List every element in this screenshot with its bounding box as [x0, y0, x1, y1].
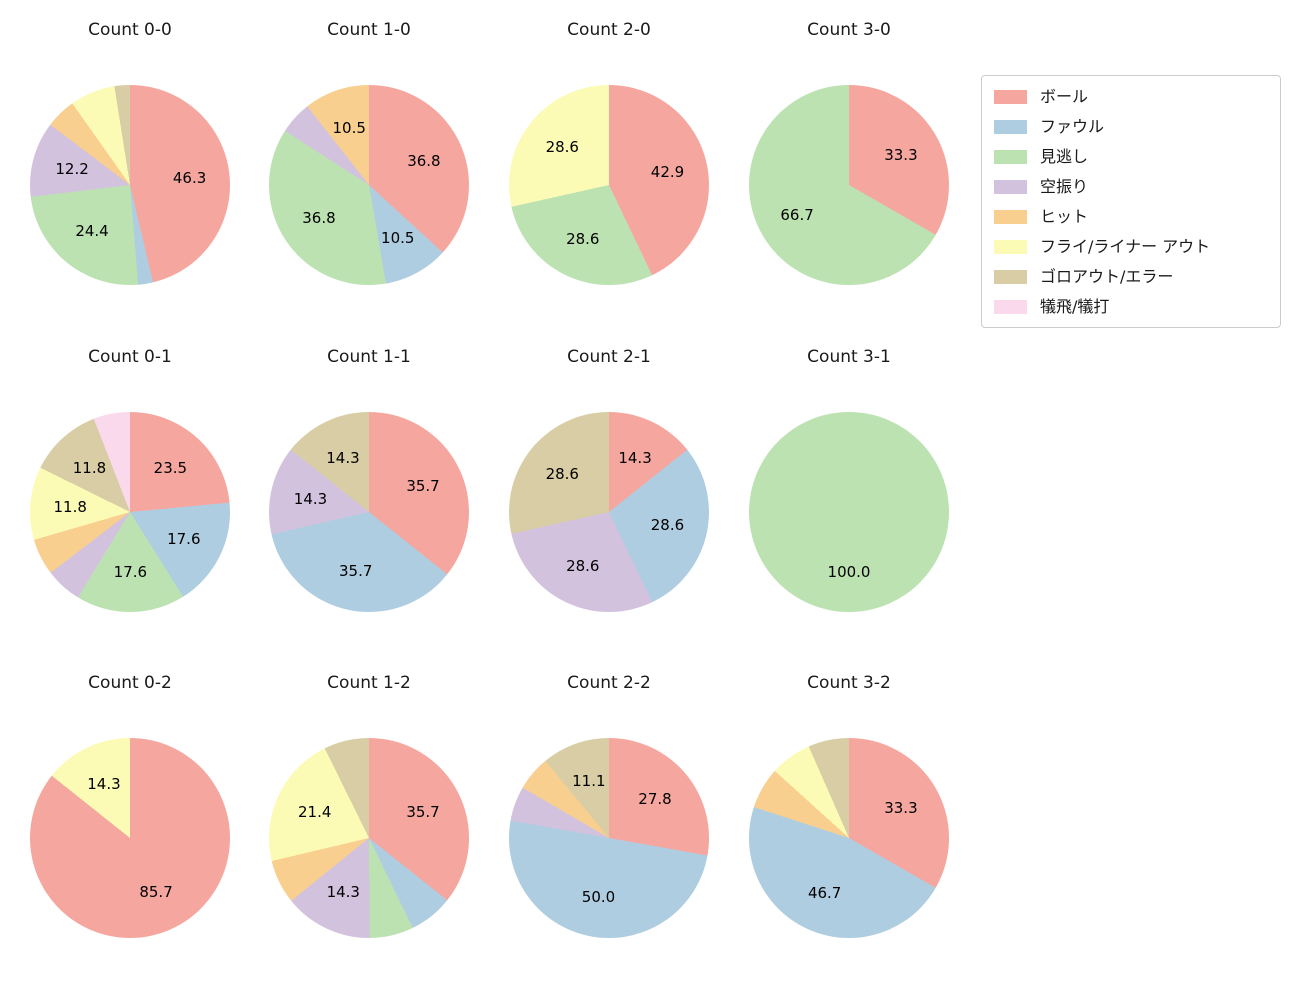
pie-slice-label: 17.6: [167, 529, 201, 548]
pie-slice-label: 28.6: [566, 556, 600, 575]
pie-title: Count 3-1: [807, 347, 891, 367]
legend-color-swatch: [994, 239, 1027, 254]
pie-slice-label: 14.3: [326, 448, 360, 467]
pie-slice-label: 10.5: [381, 228, 415, 247]
pie-slice-label: 28.6: [650, 516, 685, 535]
pie-slice-label: 28.6: [566, 229, 600, 248]
legend-item: 見逃し: [994, 147, 1268, 166]
legend-item: ゴロアウト/エラー: [994, 267, 1268, 286]
pie-slice-label: 33.3: [884, 798, 918, 817]
legend-label: ファウル: [1040, 117, 1105, 136]
legend-color-swatch: [994, 119, 1027, 134]
pie-title: Count 0-2: [88, 673, 172, 693]
pie-disc: 35.7 35.7 14.3 14.3: [269, 412, 469, 612]
pie-chart-count-3-0: Count 3-0 33.3 66.7: [749, 18, 949, 285]
pie-slice-label: 36.8: [302, 209, 336, 228]
pie-title: Count 2-0: [567, 20, 651, 40]
pie-disc: 100.0: [749, 412, 949, 612]
pie-slice-label: 12.2: [55, 160, 89, 179]
legend-label: 犠飛/犠打: [1040, 297, 1110, 316]
legend-item: ファウル: [994, 117, 1268, 136]
pie-slice-label: 28.6: [545, 138, 579, 157]
pie-title: Count 1-2: [327, 673, 411, 693]
legend-item: フライ/ライナー アウト: [994, 237, 1268, 256]
pie-disc: 33.3 66.7: [749, 85, 949, 285]
pie-title: Count 1-0: [327, 20, 411, 40]
pie-chart-count-1-2: Count 1-2 35.7 14.3 21.4: [269, 671, 469, 938]
pie-title: Count 3-0: [807, 20, 891, 40]
pie-slice-label: 85.7: [139, 883, 173, 902]
pie-slice-label: 42.9: [650, 162, 685, 181]
pie-title: Count 0-0: [88, 20, 172, 40]
pie-disc: 33.3 46.7: [749, 738, 949, 938]
legend: ボールファウル見逃し空振りヒットフライ/ライナー アウト ゴロアウト/エラー 犠飛/…: [981, 75, 1281, 328]
legend-label: ボール: [1040, 87, 1089, 106]
legend-label: 空振り: [1040, 177, 1089, 196]
legend-label: フライ/ライナー アウト: [1040, 237, 1211, 256]
pie-title: Count 3-2: [807, 673, 891, 693]
pie-slice-label: 36.8: [407, 151, 441, 170]
pie-slice-label: 35.7: [406, 802, 440, 821]
pie-disc: 35.7 14.3 21.4: [269, 738, 469, 938]
pie-slice-label: 14.3: [293, 489, 328, 508]
legend-item: 空振り: [994, 177, 1268, 196]
pie-disc: 14.3 28.6 28.6 28.6: [509, 412, 709, 612]
pie-slice-label: 10.5: [332, 119, 366, 138]
legend-item: 犠飛/犠打: [994, 297, 1268, 316]
pie-slice-label: 14.3: [87, 774, 121, 793]
pie-chart-count-0-0: Count 0-0 46.3 24.4 12.2: [30, 18, 230, 285]
pie-slice-label: 33.3: [884, 145, 918, 164]
legend-item: ヒット: [994, 207, 1268, 226]
pie-slice-label: 66.7: [780, 206, 814, 225]
pie-chart-count-0-1: Count 0-1 23.5 17.6 17.6 11.8 11.8: [30, 345, 230, 612]
legend-color-swatch: [994, 149, 1027, 164]
pie-slice-label: 21.4: [298, 803, 332, 822]
legend-color-swatch: [994, 179, 1027, 194]
pie-chart-count-2-1: Count 2-1 14.3 28.6 28.6 28.6: [509, 345, 709, 612]
pie-slice-label: 50.0: [581, 888, 616, 907]
pie-slice-label: 11.1: [572, 772, 606, 791]
pie-slice-label: 35.7: [339, 561, 373, 580]
legend-label: ヒット: [1040, 207, 1089, 226]
pie-slice-label: 27.8: [638, 790, 672, 809]
pie-slice-label: 46.7: [807, 883, 842, 902]
pie-chart-count-2-0: Count 2-0 42.9 28.6 28.6: [509, 18, 709, 285]
pie-slice-label: 35.7: [406, 476, 440, 495]
pie-disc: 23.5 17.6 17.6 11.8 11.8: [30, 412, 230, 612]
pie-chart-count-1-0: Count 1-0 36.8 10.5 36.8 10.5: [269, 18, 469, 285]
pie-slice-label: 11.8: [53, 497, 87, 516]
pie-slice-label: 17.6: [113, 562, 148, 581]
legend-label: ゴロアウト/エラー: [1040, 267, 1174, 286]
pie-chart-count-3-2: Count 3-2 33.3 46.7: [749, 671, 949, 938]
pie-title: Count 0-1: [88, 347, 172, 367]
pie-chart-count-3-1: Count 3-1 100.0: [749, 345, 949, 612]
pie-slice-label: 14.3: [326, 883, 360, 902]
legend-label: 見逃し: [1040, 147, 1089, 166]
pie-chart-count-1-1: Count 1-1 35.7 35.7 14.3 14.3: [269, 345, 469, 612]
pie-slice-label: 46.3: [172, 169, 207, 188]
pie-slice-label: 100.0: [827, 563, 871, 581]
legend-item: ボール: [994, 87, 1268, 106]
pie-title: Count 2-2: [567, 673, 651, 693]
pie-slice-label: 11.8: [72, 458, 107, 477]
legend-color-swatch: [994, 209, 1027, 224]
pie-title: Count 2-1: [567, 347, 651, 367]
pie-disc: 27.8 50.0 11.1: [509, 738, 709, 938]
legend-color-swatch: [994, 89, 1027, 104]
pie-slice-label: 28.6: [545, 465, 579, 484]
pie-disc: 46.3 24.4 12.2: [30, 85, 230, 285]
pie-disc: 36.8 10.5 36.8 10.5: [269, 85, 469, 285]
pie-chart-count-2-2: Count 2-2 27.8 50.0 11.1: [509, 671, 709, 938]
pie-disc: 42.9 28.6 28.6: [509, 85, 709, 285]
pie-title: Count 1-1: [327, 347, 411, 367]
pie-slice-label: 23.5: [153, 458, 188, 477]
legend-color-swatch: [994, 299, 1027, 314]
pie-slice-label: 24.4: [75, 222, 109, 241]
pie-slice-label: 14.3: [618, 448, 652, 467]
pie-chart-count-0-2: Count 0-2 85.7 14.3: [30, 671, 230, 938]
legend-color-swatch: [994, 269, 1027, 284]
pie-disc: 85.7 14.3: [30, 738, 230, 938]
